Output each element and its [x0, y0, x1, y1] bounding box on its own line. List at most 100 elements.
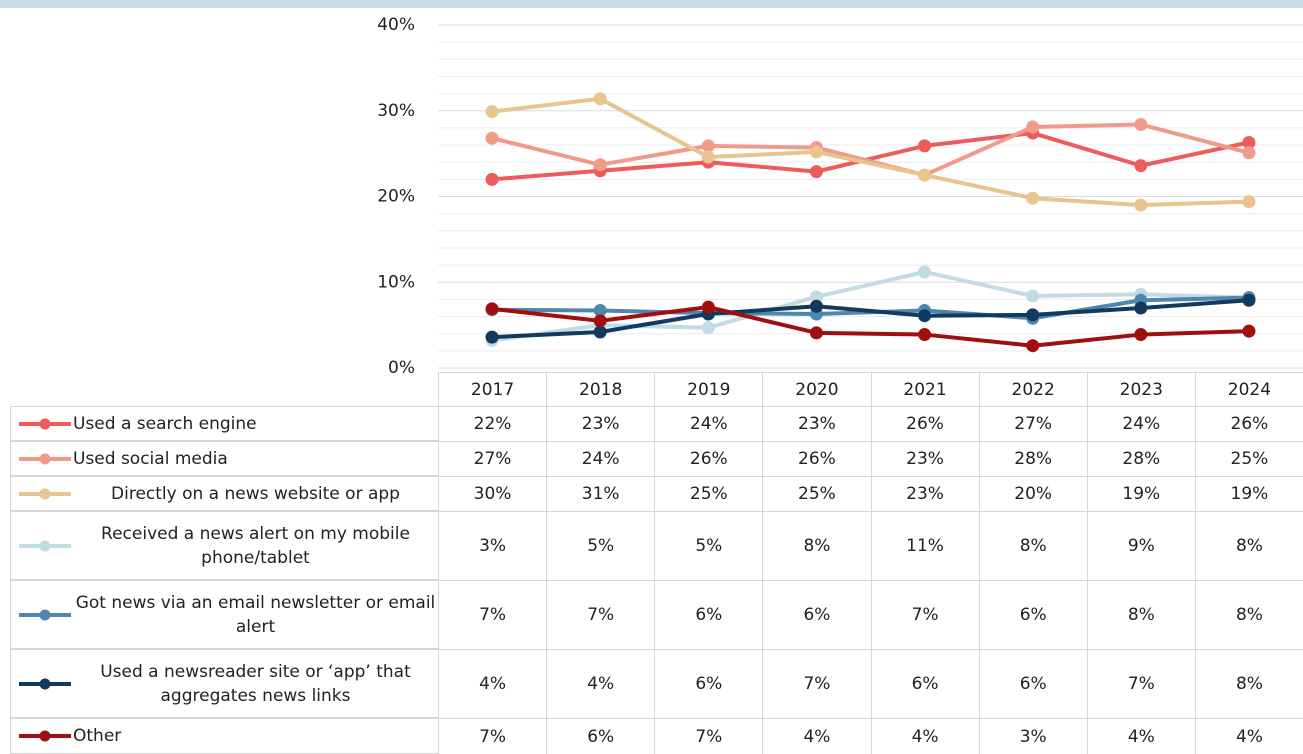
value-cell: 4%: [546, 649, 656, 719]
point: [1242, 324, 1256, 338]
value-cell: 26%: [870, 406, 980, 442]
legend-row: Got news via an email newsletter or emai…: [10, 580, 439, 649]
legend-marker: [19, 730, 71, 742]
year-header: 2019: [654, 372, 764, 407]
point: [485, 131, 499, 145]
value-cell: 9%: [1086, 511, 1196, 581]
series-name: Other: [73, 726, 122, 746]
value-cell: 27%: [438, 441, 548, 477]
value-cell: 26%: [1194, 406, 1303, 442]
value-cell: 8%: [1194, 649, 1303, 719]
legend-marker: [19, 540, 71, 551]
value-cell: 28%: [978, 441, 1088, 477]
value-cell: 25%: [654, 476, 764, 512]
legend-row: Used a newsreader site or ‘app’ that agg…: [10, 649, 439, 718]
top-bar: [0, 0, 1303, 8]
legend-marker: [19, 678, 71, 689]
series-line: [491, 131, 1250, 182]
value-cell: 11%: [870, 511, 980, 581]
series-line: [491, 305, 1250, 348]
y-tick-label: 20%: [377, 187, 415, 207]
legend-row: Used social media: [10, 441, 439, 476]
series-name: Used a search engine: [73, 413, 257, 434]
value-cell: 4%: [438, 649, 548, 719]
value-cell: 6%: [546, 718, 656, 754]
series-name: Used social media: [73, 448, 228, 469]
y-tick-label: 40%: [377, 15, 415, 35]
value-cell: 19%: [1086, 476, 1196, 512]
series-line: [491, 298, 1250, 340]
year-header: 2017: [438, 372, 548, 407]
point: [1026, 120, 1040, 134]
value-cell: 8%: [1194, 580, 1303, 650]
point: [485, 172, 499, 186]
point: [809, 299, 823, 313]
point: [1134, 117, 1148, 131]
value-cell: 28%: [1086, 441, 1196, 477]
point: [701, 139, 715, 153]
value-cell: 26%: [654, 441, 764, 477]
value-cell: 6%: [978, 580, 1088, 650]
value-cell: 23%: [546, 406, 656, 442]
point: [593, 304, 607, 318]
value-cell: 24%: [654, 406, 764, 442]
value-cell: 7%: [870, 580, 980, 650]
point: [593, 92, 607, 106]
point: [1242, 146, 1256, 160]
value-cell: 8%: [762, 511, 872, 581]
value-cell: 7%: [654, 718, 764, 754]
value-cell: 4%: [870, 718, 980, 754]
value-cell: 3%: [438, 511, 548, 581]
value-cell: 5%: [654, 511, 764, 581]
point: [1026, 289, 1040, 303]
legend-dot: [39, 488, 51, 499]
value-cell: 31%: [546, 476, 656, 512]
series-line: [491, 96, 1250, 208]
point: [701, 321, 715, 335]
point: [1242, 135, 1256, 149]
y-tick-label: 10%: [377, 272, 415, 292]
value-cell: 5%: [546, 511, 656, 581]
value-cell: 6%: [978, 649, 1088, 719]
legend-dot: [39, 453, 51, 464]
value-cell: 6%: [762, 580, 872, 650]
point: [593, 314, 607, 328]
value-cell: 25%: [762, 476, 872, 512]
point: [1242, 195, 1256, 209]
point: [485, 105, 499, 119]
legend-dot: [39, 418, 51, 429]
value-cell: 20%: [978, 476, 1088, 512]
legend-dot: [39, 678, 51, 689]
year-header: 2021: [870, 372, 980, 407]
year-header: 2022: [978, 372, 1088, 407]
value-cell: 8%: [978, 511, 1088, 581]
point: [809, 290, 823, 304]
value-cell: 23%: [762, 406, 872, 442]
legend-dot: [39, 730, 51, 742]
point: [1242, 293, 1256, 307]
point: [1134, 328, 1148, 342]
series-name: Directly on a news website or app: [111, 483, 400, 504]
value-cell: 23%: [870, 476, 980, 512]
point: [1134, 159, 1148, 173]
value-cell: 4%: [762, 718, 872, 754]
series-line: [491, 122, 1250, 178]
legend-marker: [19, 488, 71, 499]
value-cell: 7%: [762, 649, 872, 719]
series-name: Got news via an email newsletter or emai…: [75, 592, 436, 637]
legend-row: Received a news alert on my mobile phone…: [10, 511, 439, 580]
y-tick-label: 0%: [388, 358, 415, 378]
value-cell: 25%: [1194, 441, 1303, 477]
value-cell: 4%: [1086, 718, 1196, 754]
series-line: [491, 269, 1250, 343]
point: [1026, 339, 1040, 353]
value-cell: 24%: [546, 441, 656, 477]
value-cell: 30%: [438, 476, 548, 512]
point: [918, 328, 932, 342]
value-cell: 6%: [654, 580, 764, 650]
legend-marker: [19, 418, 71, 429]
value-cell: 27%: [978, 406, 1088, 442]
point: [1134, 198, 1148, 212]
legend-row: Used a search engine: [10, 406, 439, 441]
value-cell: 7%: [438, 718, 548, 754]
